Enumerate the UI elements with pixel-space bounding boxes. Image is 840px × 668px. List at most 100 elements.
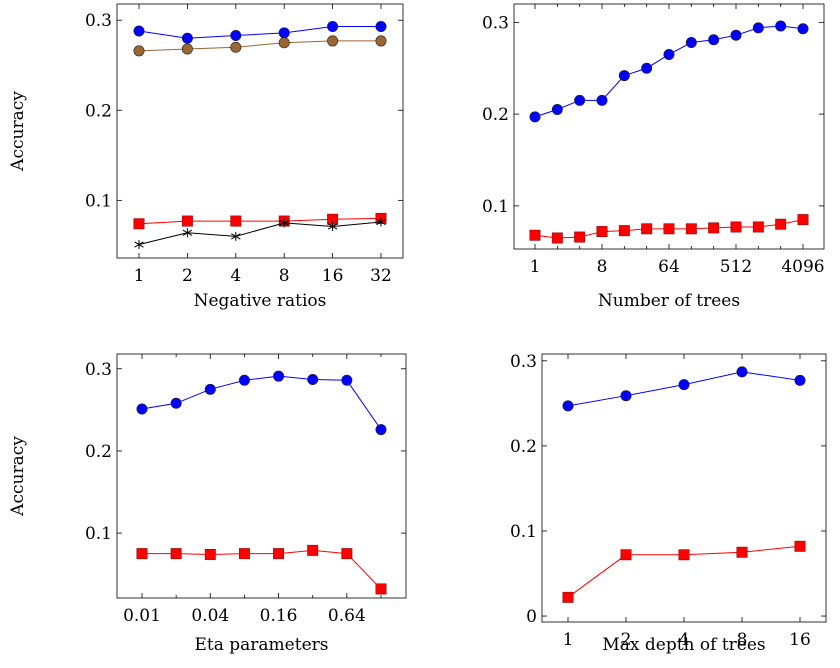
data-point	[136, 548, 148, 560]
chart-negative-ratios: 1 2 4 8 16 32 0.1 0.2 0.3 Negative ratios Accuracy	[8, 3, 404, 311]
x-tick-label: 4096	[781, 257, 824, 277]
x-tick-label: 0.01	[123, 606, 161, 626]
data-point	[529, 111, 541, 123]
data-point	[307, 544, 319, 556]
data-point	[641, 223, 653, 235]
data-point	[708, 222, 720, 234]
data-point	[375, 21, 387, 33]
plot-frame	[513, 3, 825, 250]
data-point	[752, 22, 764, 34]
data-point	[181, 32, 193, 44]
series-line	[138, 221, 382, 245]
data-point	[375, 35, 387, 47]
y-tick-label: 0.2	[85, 101, 112, 121]
y-tick-label: 0.1	[85, 524, 112, 544]
data-point	[133, 45, 145, 57]
data-point	[736, 366, 748, 378]
y-tick-label: 0.3	[85, 11, 112, 31]
chart-eta-parameters: 0.01 0.04 0.16 0.64 0.1 0.2 0.3 Eta parameters A…	[8, 353, 407, 655]
data-point	[730, 29, 742, 41]
x-tick-label: 512	[720, 257, 752, 277]
x-tick-label: 64	[658, 257, 680, 277]
x-tick-label: 0.64	[328, 606, 366, 626]
data-point	[273, 548, 285, 560]
data-point	[620, 390, 632, 402]
data-point	[562, 400, 574, 412]
data-point	[375, 583, 387, 595]
data-point	[794, 374, 806, 386]
data-point	[327, 35, 339, 47]
data-point	[752, 221, 764, 233]
y-tick-label: 0.2	[482, 105, 509, 125]
data-point	[797, 23, 809, 35]
data-point	[341, 548, 353, 560]
data-point	[376, 217, 386, 227]
data-point	[730, 221, 742, 233]
x-tick-label: 4	[230, 266, 241, 286]
y-tick-label: 0.1	[482, 197, 509, 217]
data-point	[181, 43, 193, 55]
data-point	[641, 62, 653, 74]
data-point	[685, 223, 697, 235]
data-point	[551, 104, 563, 116]
data-point	[133, 25, 145, 37]
data-point	[278, 27, 290, 39]
data-point	[663, 48, 675, 60]
x-tick-label: 16	[789, 630, 811, 650]
data-point	[794, 540, 806, 552]
data-point	[170, 548, 182, 560]
data-point	[230, 215, 242, 227]
data-point	[278, 37, 290, 49]
x-tick-label: 0.04	[191, 606, 229, 626]
x-tick-label: 2	[621, 630, 632, 650]
x-tick-label: 1	[134, 266, 145, 286]
y-tick-label: 0.3	[510, 352, 537, 372]
data-point	[620, 549, 632, 561]
y-tick-label: 0.3	[85, 360, 112, 380]
x-tick-label: 32	[370, 266, 392, 286]
y-axis-label: Accuracy	[8, 436, 28, 517]
data-point	[133, 218, 145, 230]
data-point	[596, 226, 608, 238]
data-point	[678, 549, 690, 561]
x-axis-label: Eta parameters	[195, 635, 329, 655]
data-point	[685, 37, 697, 49]
data-point	[204, 549, 216, 560]
data-point	[341, 374, 353, 386]
data-point	[375, 424, 387, 436]
data-point	[170, 397, 182, 409]
data-point	[182, 228, 193, 238]
data-point	[775, 218, 787, 230]
x-tick-label: 0.16	[260, 606, 298, 626]
data-point	[574, 94, 586, 106]
data-point	[238, 548, 250, 560]
plot-frame	[116, 3, 404, 259]
x-tick-label: 4	[679, 630, 690, 650]
y-tick-label: 0.3	[482, 13, 509, 33]
x-tick-label: 1	[563, 630, 574, 650]
data-point	[204, 383, 216, 395]
data-point	[307, 373, 319, 385]
series-line	[138, 26, 381, 39]
data-point	[327, 21, 339, 33]
data-point	[134, 239, 144, 249]
plot-frame	[541, 353, 827, 623]
series-line	[142, 549, 382, 590]
data-point	[238, 374, 250, 386]
y-tick-label: 0.2	[85, 442, 112, 462]
x-tick-label: 8	[737, 630, 748, 650]
data-point	[136, 403, 148, 415]
data-point	[231, 231, 241, 241]
x-tick-label: 8	[597, 257, 608, 277]
chart-max-depth: 1 2 4 8 16 0 0.1 0.2 0.3 Max depth of trees	[510, 352, 827, 655]
data-point	[618, 225, 630, 237]
data-point	[551, 232, 563, 244]
data-point	[678, 379, 690, 391]
x-tick-label: 16	[322, 266, 344, 286]
data-point	[327, 221, 338, 231]
x-tick-label: 1	[530, 257, 541, 277]
data-point	[273, 370, 285, 382]
data-point	[708, 34, 720, 46]
series-line	[138, 217, 382, 225]
